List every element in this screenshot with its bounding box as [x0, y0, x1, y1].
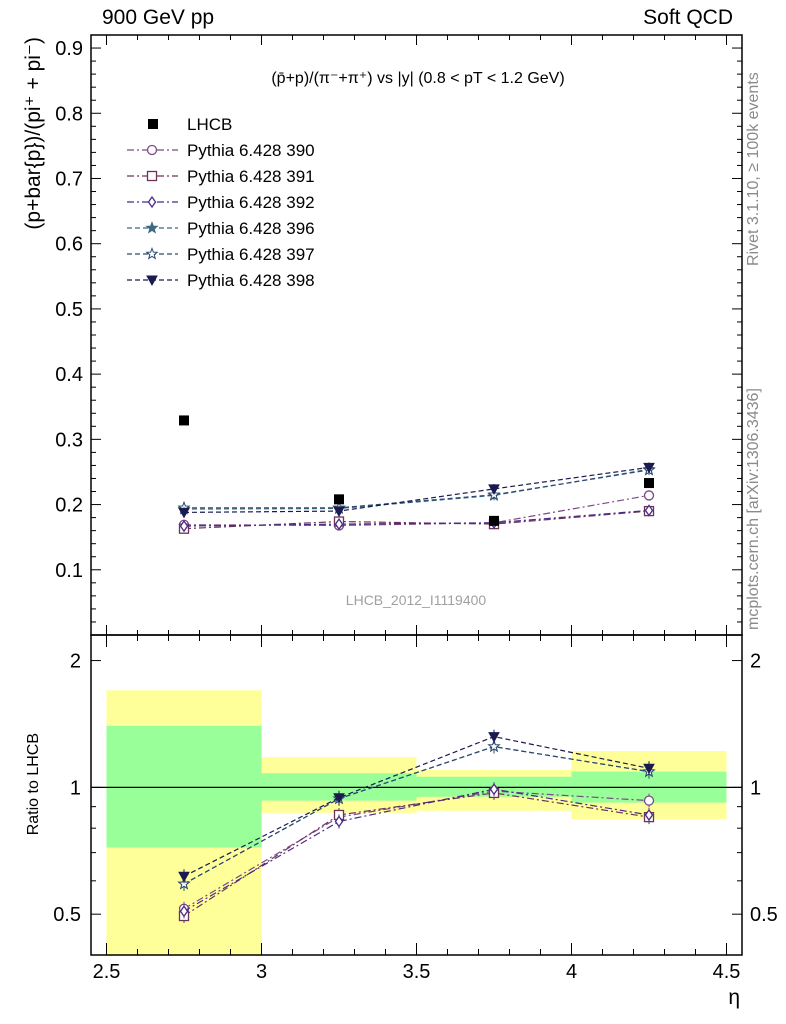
legend-label: Pythia 6.428 397: [187, 245, 315, 264]
x-axis-label: η: [728, 986, 740, 1009]
legend-label-data: LHCB: [187, 115, 232, 134]
y-tick-label: 0.4: [55, 364, 83, 386]
series-line: [184, 469, 650, 509]
x-tick-label: 2.5: [93, 961, 121, 983]
main-panel: (p̄+p)/(π⁻+π⁺) vs |y| (0.8 < pT < 1.2 Ge…: [22, 34, 743, 636]
series-line: [183, 466, 650, 514]
series-point: [178, 507, 190, 519]
ratio-y-tick-label-right: 1: [750, 777, 761, 799]
ratio-point: [177, 876, 191, 890]
y-tick-label: 0.2: [55, 495, 83, 517]
data-point: [644, 478, 654, 489]
series-line: [183, 509, 650, 527]
series-point: [179, 519, 189, 533]
legend-label: Pythia 6.428 392: [187, 193, 315, 212]
y-tick-label: 0.8: [55, 103, 83, 125]
y-tick-label: 0.1: [55, 560, 83, 582]
ratio-y-axis-label: Ratio to LHCB: [25, 733, 42, 835]
ratio-series-5: [178, 729, 655, 884]
legend-marker: [145, 221, 159, 234]
ratio-point: [333, 793, 345, 804]
data-point: [179, 415, 189, 426]
series-1: [178, 505, 655, 534]
ratio-point: [334, 815, 344, 828]
ratio-line: [183, 735, 650, 877]
legend-label: Pythia 6.428 391: [187, 167, 315, 186]
series-line: [183, 468, 650, 510]
legend-label: Pythia 6.428 396: [187, 219, 315, 238]
ratio-point: [643, 763, 655, 775]
legend-marker: [147, 195, 157, 209]
x-tick-label: 3.5: [403, 961, 431, 983]
series-4: [177, 463, 656, 514]
ratio-line: [183, 788, 650, 912]
x-tick-label: 3: [256, 961, 267, 983]
series-point: [644, 504, 654, 517]
series-5: [178, 462, 655, 519]
ratio-point: [487, 739, 501, 753]
legend-label: Pythia 6.428 398: [187, 271, 315, 290]
main-title: (p̄+p)/(π⁻+π⁺) vs |y| (0.8 < pT < 1.2 Ge…: [271, 70, 564, 87]
analysis-watermark: LHCB_2012_I1119400: [346, 592, 487, 608]
ratio-point: [178, 871, 190, 883]
ratio-point: [643, 795, 655, 806]
series-point: [643, 462, 655, 474]
ratio-y-tick-label-left: 2: [70, 651, 81, 673]
series-line: [183, 510, 650, 530]
x-tick-label: 4.5: [713, 961, 741, 983]
y-tick-label: 0.6: [55, 234, 83, 256]
header-left-label: 900 GeV pp: [102, 6, 215, 29]
series-point: [333, 506, 345, 518]
y-tick-label: 0.7: [55, 168, 83, 190]
ratio-point: [489, 783, 499, 796]
ratio-line: [183, 745, 650, 885]
data-point: [489, 515, 499, 526]
data-point: [334, 494, 344, 505]
main-y-axis-label: (p+bar{p})/(pi⁺ + pi⁻): [22, 37, 45, 230]
legend: LHCB Pythia 6.428 390 Pythia 6.428 391 Pyth…: [127, 115, 315, 290]
series-point: [334, 517, 344, 531]
y-tick-label: 0.5: [55, 299, 83, 321]
ratio-line: [183, 792, 650, 917]
ratio-series-2: [179, 782, 654, 919]
ratio-point: [179, 905, 189, 918]
ratio-point: [644, 808, 654, 822]
ratio-y-tick-label-left: 0.5: [53, 904, 81, 926]
legend-marker: [146, 170, 158, 182]
legend-marker: [145, 247, 159, 260]
x-tick-label: 4: [566, 961, 577, 983]
uncertainty-band-green: [106, 725, 262, 848]
ratio-panel: Ratio to LHCB 0.5 0.5 1 1 2 2 2.5 3 3.5 4 4.5 η: [25, 634, 778, 1009]
ratio-point: [488, 732, 500, 743]
series-0: [178, 490, 655, 531]
legend-marker: [146, 275, 158, 287]
header-right-label: Soft QCD: [643, 6, 733, 29]
ratio-y-tick-label-right: 0.5: [750, 904, 778, 926]
series-point: [643, 490, 655, 501]
y-tick-label: 0.3: [55, 429, 83, 451]
series-point: [488, 484, 500, 495]
ratio-y-tick-label-right: 2: [750, 651, 761, 673]
ratio-frame: [90, 634, 743, 956]
y-tick-label: 0.9: [55, 38, 83, 60]
legend-marker-data: [148, 119, 158, 129]
legend-marker: [146, 144, 158, 156]
ratio-line: [183, 790, 650, 910]
ratio-y-tick-label-left: 1: [70, 777, 81, 799]
legend-label: Pythia 6.428 390: [187, 141, 315, 160]
